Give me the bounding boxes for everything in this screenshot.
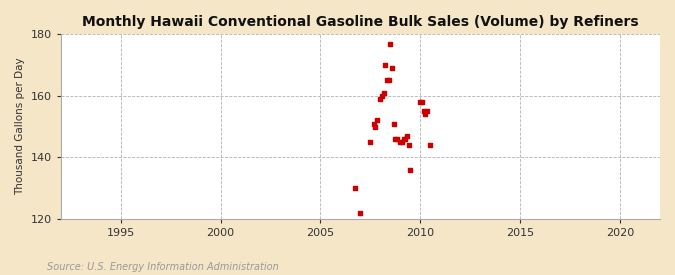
- Point: [369, 121, 379, 126]
- Point: [392, 137, 402, 141]
- Point: [398, 137, 409, 141]
- Point: [403, 143, 414, 147]
- Point: [378, 90, 389, 95]
- Point: [387, 66, 398, 70]
- Point: [420, 112, 431, 117]
- Point: [370, 125, 381, 129]
- Point: [396, 140, 407, 144]
- Point: [416, 100, 427, 104]
- Point: [375, 97, 385, 101]
- Point: [390, 137, 401, 141]
- Point: [380, 63, 391, 67]
- Point: [395, 140, 406, 144]
- Point: [381, 78, 392, 83]
- Point: [400, 137, 410, 141]
- Point: [355, 211, 366, 215]
- Point: [402, 134, 412, 138]
- Point: [377, 94, 387, 98]
- Point: [350, 186, 360, 190]
- Point: [415, 100, 426, 104]
- Title: Monthly Hawaii Conventional Gasoline Bulk Sales (Volume) by Refiners: Monthly Hawaii Conventional Gasoline Bul…: [82, 15, 639, 29]
- Point: [421, 109, 432, 114]
- Text: Source: U.S. Energy Information Administration: Source: U.S. Energy Information Administ…: [47, 262, 279, 272]
- Point: [418, 109, 429, 114]
- Point: [383, 78, 394, 83]
- Y-axis label: Thousand Gallons per Day: Thousand Gallons per Day: [15, 58, 25, 196]
- Point: [405, 167, 416, 172]
- Point: [371, 118, 382, 123]
- Point: [388, 121, 399, 126]
- Point: [365, 140, 376, 144]
- Point: [425, 143, 435, 147]
- Point: [385, 41, 396, 46]
